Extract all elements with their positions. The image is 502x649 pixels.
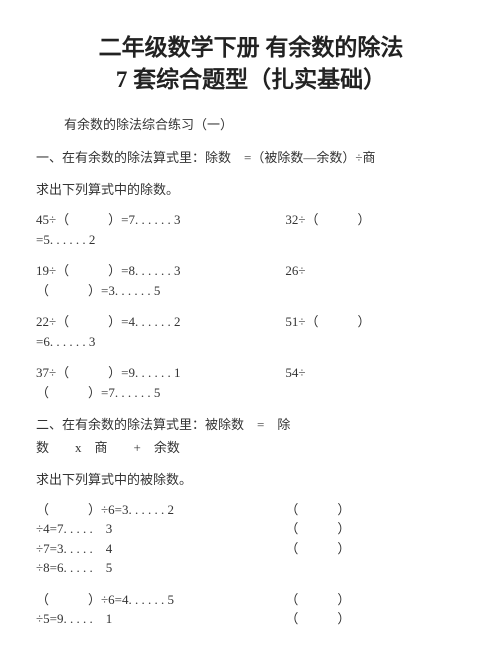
problem-cell: 45÷（ ）=7. . . . . . 3 =5. . . . . . 2 xyxy=(36,210,285,249)
problem-text: ÷5=9. . . . . 1 xyxy=(36,611,112,626)
problem-cell: 19÷（ ）=8. . . . . . 3 （ ）=3. . . . . . 5 xyxy=(36,261,285,300)
problem-text: 51÷（ ） xyxy=(285,314,370,329)
problem-text: ÷7=3. . . . . 4 xyxy=(36,541,112,556)
problem-text: 22÷（ ）=4. . . . . . 2 xyxy=(36,314,180,329)
problem-text: （ ）÷6=3. . . . . . 2 xyxy=(36,502,174,517)
section2-instruction: 求出下列算式中的被除数。 xyxy=(36,469,466,488)
problem-row: （ ）÷6=3. . . . . . 2 ÷4=7. . . . . 3 ÷7=… xyxy=(36,500,466,578)
problem-row: 45÷（ ）=7. . . . . . 3 =5. . . . . . 2 32… xyxy=(36,210,466,249)
section2-heading-l1: 二、在有余数的除法算式里：被除数 = 除 xyxy=(36,417,290,432)
problem-cell: 32÷（ ） xyxy=(285,210,466,249)
subtitle: 有余数的除法综合练习（一） xyxy=(64,114,466,133)
problem-text: （ ） xyxy=(285,541,350,556)
problem-row: 22÷（ ）=4. . . . . . 2 =6. . . . . . 3 51… xyxy=(36,312,466,351)
section2-heading: 二、在有余数的除法算式里：被除数 = 除 数 x 商 + 余数 xyxy=(36,414,466,458)
problem-text: 26÷ xyxy=(285,263,305,278)
problem-text: 19÷（ ）=8. . . . . . 3 xyxy=(36,263,180,278)
problem-text: （ ） xyxy=(285,521,350,536)
problem-cell: （ ）÷6=3. . . . . . 2 ÷4=7. . . . . 3 ÷7=… xyxy=(36,500,285,578)
title-line-2: 7 套综合题型（扎实基础） xyxy=(116,67,386,92)
problem-cell: 22÷（ ）=4. . . . . . 2 =6. . . . . . 3 xyxy=(36,312,285,351)
title-line-1: 二年级数学下册 有余数的除法 xyxy=(99,35,404,60)
problem-text: =6. . . . . . 3 xyxy=(36,334,95,349)
problem-cell: 37÷（ ）=9. . . . . . 1 （ ）=7. . . . . . 5 xyxy=(36,363,285,402)
problem-cell: 26÷ xyxy=(285,261,466,300)
problem-cell: （ ） （ ） xyxy=(285,590,466,629)
problem-text: 37÷（ ）=9. . . . . . 1 xyxy=(36,365,180,380)
problem-text: （ ）=7. . . . . . 5 xyxy=(36,385,160,400)
problem-text: ÷8=6. . . . . 5 xyxy=(36,560,112,575)
problem-row: （ ）÷6=4. . . . . . 5 ÷5=9. . . . . 1 （ ）… xyxy=(36,590,466,629)
problem-text: （ ） xyxy=(285,592,350,607)
problem-row: 37÷（ ）=9. . . . . . 1 （ ）=7. . . . . . 5… xyxy=(36,363,466,402)
problem-text: =5. . . . . . 2 xyxy=(36,232,95,247)
problem-cell: （ ）÷6=4. . . . . . 5 ÷5=9. . . . . 1 xyxy=(36,590,285,629)
problem-text: 45÷（ ）=7. . . . . . 3 xyxy=(36,212,180,227)
problem-text: （ ） xyxy=(285,611,350,626)
problem-text: （ ） xyxy=(285,502,350,517)
problem-row: 19÷（ ）=8. . . . . . 3 （ ）=3. . . . . . 5… xyxy=(36,261,466,300)
section2-heading-l2: 数 x 商 + 余数 xyxy=(36,440,180,455)
problem-text: （ ）=3. . . . . . 5 xyxy=(36,283,160,298)
problem-text: （ ）÷6=4. . . . . . 5 xyxy=(36,592,174,607)
problem-text: 32÷（ ） xyxy=(285,212,370,227)
problem-cell: （ ） （ ） （ ） xyxy=(285,500,466,578)
problem-text: ÷4=7. . . . . 3 xyxy=(36,521,112,536)
page-title: 二年级数学下册 有余数的除法 7 套综合题型（扎实基础） xyxy=(36,32,466,96)
problem-text: 54÷ xyxy=(285,365,305,380)
section1-instruction: 求出下列算式中的除数。 xyxy=(36,179,466,198)
section1-heading: 一、在有余数的除法算式里：除数 =（被除数—余数）÷商 xyxy=(36,147,466,169)
problem-cell: 51÷（ ） xyxy=(285,312,466,351)
problem-cell: 54÷ xyxy=(285,363,466,402)
